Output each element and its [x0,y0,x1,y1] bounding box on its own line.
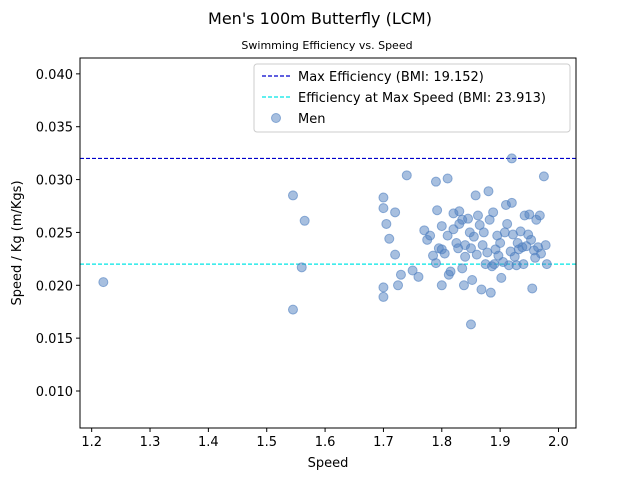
data-point [436,221,447,232]
data-point [465,319,476,330]
data-point [395,269,406,280]
x-tick-label: 1.4 [198,435,219,450]
data-point [378,291,389,302]
data-point [541,259,552,270]
data-points [98,153,552,330]
data-point [506,153,517,164]
data-point [472,210,483,221]
data-point [474,220,485,231]
data-point [393,280,404,291]
chart-title: Men's 100m Butterfly (LCM) [208,9,432,28]
data-point [471,249,482,260]
y-tick-label: 0.015 [36,332,73,347]
data-point [483,186,494,197]
x-axis-label: Speed [308,456,349,471]
data-point [401,170,412,181]
data-point [458,280,469,291]
legend-men-swatch [271,113,281,123]
data-point [384,233,395,244]
x-tick-label: 1.2 [81,435,102,450]
data-point [540,240,551,251]
data-point [378,282,389,293]
data-point [299,215,310,226]
data-point [476,284,487,295]
data-point [390,249,401,260]
data-point [506,197,517,208]
data-point [430,258,441,269]
data-point [378,203,389,214]
x-tick-label: 1.6 [315,435,336,450]
reference-lines [80,157,576,265]
data-point [442,230,453,241]
data-point [468,231,479,242]
data-point [527,283,538,294]
data-point [470,190,481,201]
data-point [413,271,424,282]
data-point [467,275,478,285]
x-axis: 1.2 1.3 1.4 1.5 1.6 1.7 1.8 1.9 2.0 [81,428,569,450]
y-tick-label: 0.040 [36,68,73,83]
data-point [478,227,489,238]
data-point [477,240,488,251]
data-point [538,171,549,182]
y-tick-label: 0.025 [36,226,73,241]
data-point [287,190,298,201]
data-point [463,213,474,224]
data-point [489,259,500,270]
plot-frame [79,57,577,429]
data-point [98,277,109,288]
data-point [495,238,506,248]
y-tick-label: 0.035 [36,121,73,136]
y-axis: 0.010 0.015 0.020 0.025 0.030 0.035 0.040 [36,68,80,400]
data-point [534,210,545,221]
data-point [430,176,441,187]
data-point [381,218,392,229]
data-point [457,263,468,274]
x-tick-label: 1.8 [431,435,452,450]
chart-subtitle: Swimming Efficiency vs. Speed [241,39,412,52]
x-tick-label: 1.7 [373,435,394,450]
data-point [407,265,418,276]
data-point [502,218,513,229]
data-point [436,280,447,291]
data-point [499,227,510,238]
legend-max-speed-label: Efficiency at Max Speed (BMI: 23.913) [298,91,546,106]
legend-box [253,63,571,133]
data-point [390,207,401,218]
data-point [439,248,450,259]
legend: Max Efficiency (BMI: 19.152) Efficiency … [253,63,571,133]
data-point [445,266,456,277]
data-point [465,243,476,254]
x-tick-label: 1.5 [256,435,277,450]
data-point [485,287,496,298]
data-point [460,251,471,262]
data-point [287,304,298,315]
x-tick-label: 1.9 [490,435,511,450]
data-point [524,209,535,220]
x-tick-label: 2.0 [548,435,569,450]
data-point [432,205,443,216]
legend-max-efficiency-label: Max Efficiency (BMI: 19.152) [298,70,484,85]
plot-area [80,153,576,330]
data-point [488,207,499,218]
data-point [482,247,493,258]
x-tick-label: 1.3 [140,435,161,450]
y-axis-label: Speed / Kg (m/Kgs) [10,180,25,305]
data-point [442,173,453,184]
y-tick-label: 0.030 [36,174,73,189]
legend-men-label: Men [298,112,325,127]
data-point [454,206,465,217]
data-point [378,192,389,203]
data-point [526,234,537,245]
data-point [535,248,546,259]
data-point [425,230,436,241]
y-tick-label: 0.020 [36,279,73,294]
data-point [296,262,307,273]
y-tick-label: 0.010 [36,385,73,400]
data-point [496,272,507,283]
data-point [518,259,529,270]
